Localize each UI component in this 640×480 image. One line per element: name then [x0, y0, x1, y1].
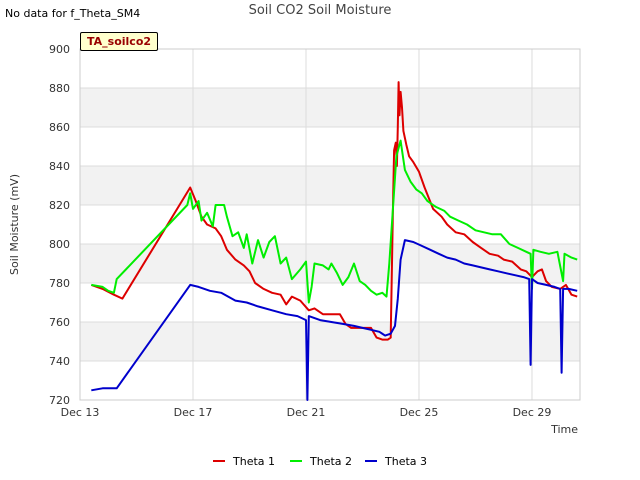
grid-band	[80, 322, 580, 361]
y-tick-label: 860	[49, 121, 70, 134]
y-tick-label: 800	[49, 238, 70, 251]
y-tick-label: 740	[49, 355, 70, 368]
grid-band	[80, 88, 580, 127]
series-3	[91, 239, 578, 401]
y-tick-label: 880	[49, 82, 70, 95]
series-line	[91, 139, 578, 304]
source-badge: TA_soilco2	[80, 32, 159, 51]
x-tick-label: Dec 13	[61, 406, 100, 419]
plot-frame	[79, 48, 581, 401]
legend-item: Theta 3	[365, 455, 427, 468]
legend-label: Theta 3	[384, 455, 427, 468]
y-tick-label: 780	[49, 277, 70, 290]
x-tick-label: Dec 21	[287, 406, 326, 419]
x-tick-label: Dec 29	[513, 406, 552, 419]
legend-label: Theta 1	[232, 455, 275, 468]
y-tick-label: 840	[49, 160, 70, 173]
chart-title: Soil CO2 Soil Moisture	[248, 3, 392, 18]
y-axis-label: Soil Moisture (mV)	[8, 174, 21, 275]
series-1	[90, 81, 578, 341]
y-tick-label: 760	[49, 316, 70, 329]
no-data-message: No data for f_Theta_SM4	[5, 7, 141, 20]
grid-band	[80, 166, 580, 205]
series-2	[91, 139, 578, 304]
x-tick-label: Dec 25	[400, 406, 439, 419]
x-axis-label: Time	[550, 423, 578, 436]
y-tick-label: 720	[49, 394, 70, 407]
y-tick-label: 900	[49, 43, 70, 56]
y-tick-label: 820	[49, 199, 70, 212]
series-line	[90, 81, 578, 341]
legend-label: Theta 2	[309, 455, 352, 468]
series-line	[91, 239, 578, 401]
legend-item: Theta 1	[213, 455, 275, 468]
x-tick-label: Dec 17	[174, 406, 213, 419]
legend-item: Theta 2	[290, 455, 352, 468]
grid-band	[80, 244, 580, 283]
